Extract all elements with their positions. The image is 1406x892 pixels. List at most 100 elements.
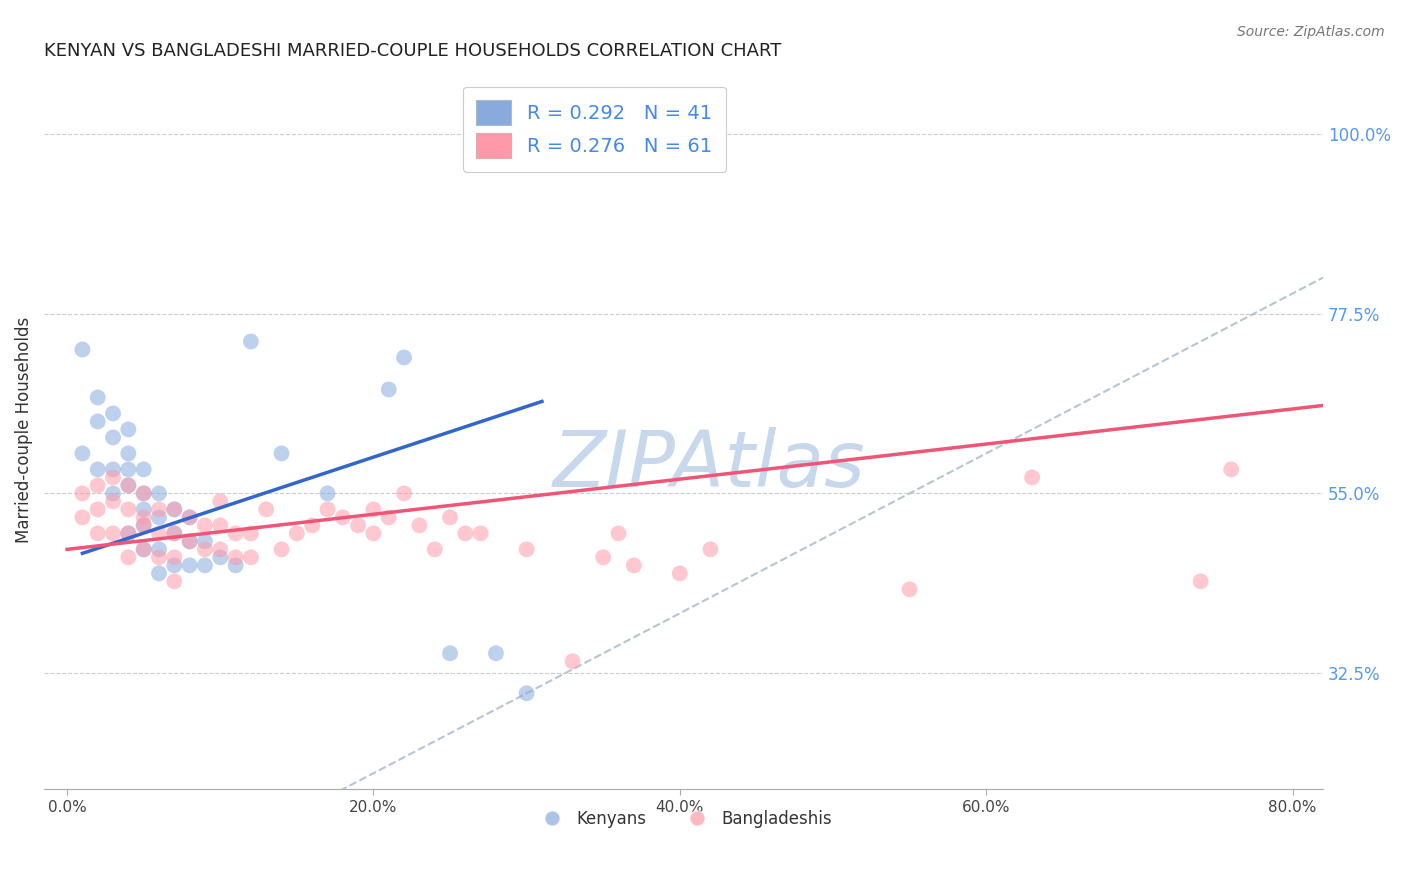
Legend: Kenyans, Bangladeshis: Kenyans, Bangladeshis bbox=[529, 804, 839, 835]
Point bbox=[239, 334, 262, 349]
Point bbox=[209, 542, 232, 557]
Point bbox=[132, 510, 155, 524]
Point bbox=[179, 510, 201, 524]
Point bbox=[179, 558, 201, 573]
Point bbox=[132, 542, 155, 557]
Point bbox=[378, 510, 401, 524]
Point bbox=[87, 414, 110, 428]
Point bbox=[516, 686, 538, 700]
Point bbox=[117, 422, 139, 436]
Point bbox=[392, 351, 415, 365]
Text: ZIPAtlas: ZIPAtlas bbox=[553, 427, 866, 503]
Point bbox=[423, 542, 446, 557]
Point bbox=[485, 646, 508, 660]
Point bbox=[117, 502, 139, 516]
Point bbox=[285, 526, 308, 541]
Point bbox=[270, 542, 292, 557]
Point bbox=[101, 494, 124, 508]
Point bbox=[623, 558, 645, 573]
Text: KENYAN VS BANGLADESHI MARRIED-COUPLE HOUSEHOLDS CORRELATION CHART: KENYAN VS BANGLADESHI MARRIED-COUPLE HOU… bbox=[44, 42, 782, 60]
Point bbox=[378, 383, 401, 397]
Point bbox=[132, 518, 155, 533]
Point bbox=[225, 526, 247, 541]
Point bbox=[148, 542, 170, 557]
Point bbox=[132, 462, 155, 476]
Point bbox=[163, 502, 186, 516]
Point bbox=[439, 510, 461, 524]
Point bbox=[347, 518, 370, 533]
Point bbox=[148, 502, 170, 516]
Text: Source: ZipAtlas.com: Source: ZipAtlas.com bbox=[1237, 25, 1385, 39]
Point bbox=[72, 343, 94, 357]
Point bbox=[225, 550, 247, 565]
Point bbox=[101, 486, 124, 500]
Point bbox=[117, 550, 139, 565]
Point bbox=[163, 526, 186, 541]
Point bbox=[117, 478, 139, 492]
Point bbox=[163, 526, 186, 541]
Point bbox=[87, 478, 110, 492]
Point bbox=[148, 510, 170, 524]
Y-axis label: Married-couple Households: Married-couple Households bbox=[15, 317, 32, 542]
Point bbox=[101, 526, 124, 541]
Point bbox=[72, 486, 94, 500]
Point bbox=[132, 502, 155, 516]
Point bbox=[101, 462, 124, 476]
Point bbox=[101, 430, 124, 444]
Point bbox=[209, 518, 232, 533]
Point bbox=[132, 518, 155, 533]
Point bbox=[316, 502, 339, 516]
Point bbox=[148, 566, 170, 581]
Point bbox=[454, 526, 477, 541]
Point bbox=[117, 462, 139, 476]
Point bbox=[179, 534, 201, 549]
Point bbox=[87, 462, 110, 476]
Point bbox=[148, 486, 170, 500]
Point bbox=[1220, 462, 1243, 476]
Point bbox=[101, 407, 124, 421]
Point bbox=[239, 526, 262, 541]
Point bbox=[132, 542, 155, 557]
Point bbox=[898, 582, 921, 597]
Point bbox=[209, 550, 232, 565]
Point bbox=[270, 446, 292, 460]
Point bbox=[516, 542, 538, 557]
Point bbox=[439, 646, 461, 660]
Point bbox=[194, 558, 217, 573]
Point bbox=[132, 486, 155, 500]
Point bbox=[408, 518, 430, 533]
Point bbox=[101, 470, 124, 484]
Point bbox=[148, 550, 170, 565]
Point bbox=[363, 526, 385, 541]
Point bbox=[179, 510, 201, 524]
Point bbox=[87, 502, 110, 516]
Point bbox=[1021, 470, 1043, 484]
Point bbox=[117, 446, 139, 460]
Point bbox=[592, 550, 614, 565]
Point bbox=[316, 486, 339, 500]
Point bbox=[194, 542, 217, 557]
Point bbox=[148, 526, 170, 541]
Point bbox=[163, 558, 186, 573]
Point bbox=[607, 526, 630, 541]
Point bbox=[72, 510, 94, 524]
Point bbox=[72, 446, 94, 460]
Point bbox=[117, 526, 139, 541]
Point bbox=[1189, 574, 1212, 589]
Point bbox=[209, 494, 232, 508]
Point bbox=[194, 518, 217, 533]
Point bbox=[163, 550, 186, 565]
Point bbox=[225, 558, 247, 573]
Point bbox=[194, 534, 217, 549]
Point bbox=[239, 550, 262, 565]
Point bbox=[301, 518, 323, 533]
Point bbox=[668, 566, 690, 581]
Point bbox=[699, 542, 721, 557]
Point bbox=[254, 502, 277, 516]
Point bbox=[163, 574, 186, 589]
Point bbox=[392, 486, 415, 500]
Point bbox=[117, 478, 139, 492]
Point bbox=[163, 502, 186, 516]
Point bbox=[87, 526, 110, 541]
Point bbox=[132, 486, 155, 500]
